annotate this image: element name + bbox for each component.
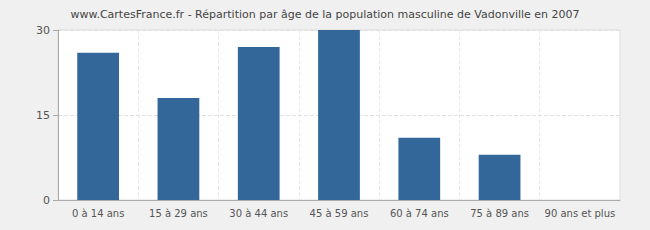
svg-text:30: 30 [36,24,50,37]
svg-text:0 à 14 ans: 0 à 14 ans [72,208,124,219]
svg-text:0: 0 [43,194,50,207]
svg-text:45 à 59 ans: 45 à 59 ans [310,208,369,219]
svg-text:15 à 29 ans: 15 à 29 ans [149,208,208,219]
svg-text:60 à 74 ans: 60 à 74 ans [390,208,449,219]
svg-text:90 ans et plus: 90 ans et plus [545,208,616,219]
svg-text:15: 15 [36,109,50,122]
svg-text:30 à 44 ans: 30 à 44 ans [229,208,288,219]
svg-text:www.CartesFrance.fr - Répartit: www.CartesFrance.fr - Répartition par âg… [70,8,579,21]
svg-text:75 à 89 ans: 75 à 89 ans [470,208,529,219]
